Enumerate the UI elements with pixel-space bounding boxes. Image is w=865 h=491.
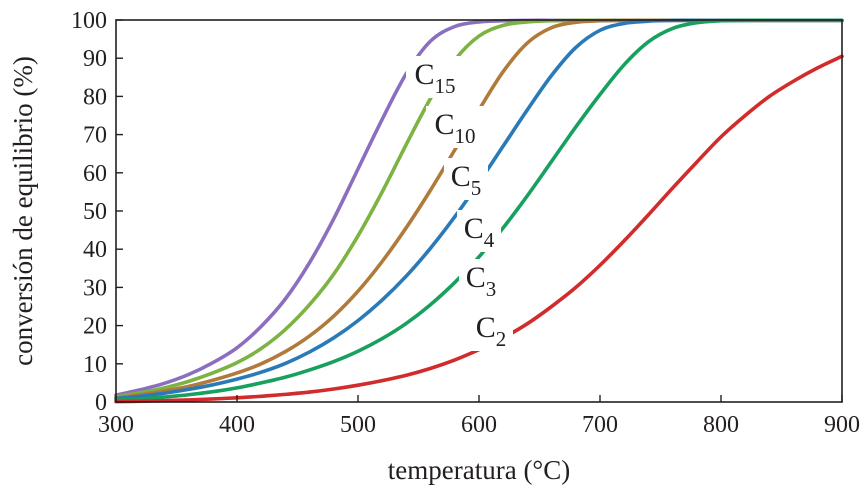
series-label-c4: C4 [464,212,495,252]
y-tick-label: 70 [83,123,107,149]
y-tick-label: 20 [83,314,107,340]
series-label-background [406,56,464,98]
series-label-background [426,106,484,148]
y-tick-label: 100 [71,8,107,34]
axis-ticks: 300 400 500 600 700 800 900 0 10 20 30 40 50 60 70 80 90… [71,8,860,438]
series-label-subscript: 4 [484,228,495,252]
series-label-background [457,210,501,252]
series-label-main: C [466,261,486,294]
y-tick-label: 10 [83,352,107,378]
x-tick-label: 500 [340,412,376,438]
series-label-subscript: 2 [496,327,507,351]
y-tick-label: 90 [83,46,107,72]
y-tick-label: 40 [83,237,107,263]
series-label-main: C [464,212,484,245]
series-label-subscript: 3 [486,277,497,301]
series-label-main: C [451,160,471,193]
x-tick-label: 800 [703,412,739,438]
y-axis-title: conversión de equilibrio (%) [8,56,38,366]
series-label-background [444,158,488,200]
y-tick-label: 80 [83,84,107,110]
y-tick-label: 0 [95,390,107,416]
series-label-background [469,309,513,351]
y-tick-label: 50 [83,199,107,225]
series-label-main: C [476,311,496,344]
series-label-subscript: 15 [435,74,456,98]
series-label-subscript: 10 [455,124,476,148]
series-label-subscript: 5 [471,176,482,200]
x-tick-label: 700 [582,412,618,438]
series-label-c5: C5 [451,160,482,200]
series-label-c3: C3 [466,261,497,301]
x-axis-title: temperatura (°C) [388,455,570,485]
series-label-background [459,259,503,301]
y-tick-label: 60 [83,161,107,187]
series-label-c10: C10 [434,108,475,148]
x-tick-label: 600 [461,412,497,438]
x-tick-label: 400 [219,412,255,438]
series-label-main: C [434,108,454,141]
series-label-c15: C15 [414,58,455,98]
series-label-c2: C2 [476,311,507,351]
y-tick-label: 30 [83,275,107,301]
x-tick-label: 900 [824,412,860,438]
series-label-main: C [414,58,434,91]
x-tick-label: 300 [98,412,134,438]
